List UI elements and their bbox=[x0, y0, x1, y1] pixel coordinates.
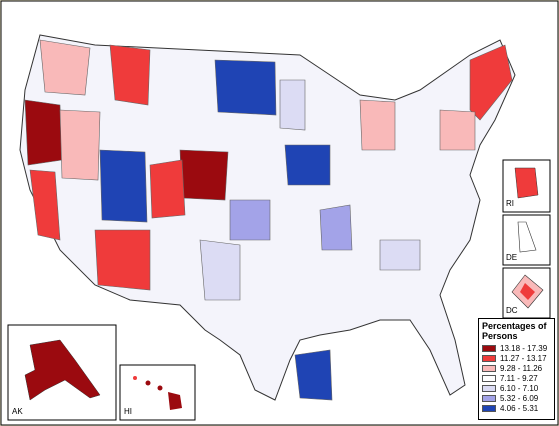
legend-item: 9.28 - 11.26 bbox=[482, 363, 551, 373]
inset-ri: RI bbox=[502, 159, 551, 213]
legend-swatch bbox=[482, 374, 496, 382]
hi-island bbox=[145, 380, 151, 386]
region bbox=[94, 229, 151, 291]
region bbox=[109, 44, 151, 106]
legend-swatch bbox=[482, 344, 496, 352]
region bbox=[149, 159, 186, 219]
regions bbox=[24, 39, 513, 401]
region bbox=[99, 149, 148, 223]
inset-label: RI bbox=[506, 199, 514, 208]
legend-item: 4.06 - 5.31 bbox=[482, 403, 551, 413]
hi-island bbox=[133, 376, 137, 380]
region bbox=[284, 144, 331, 186]
legend-swatch bbox=[482, 354, 496, 362]
region bbox=[359, 99, 396, 151]
region bbox=[439, 109, 476, 151]
inset-label: HI bbox=[124, 407, 132, 416]
region bbox=[294, 349, 333, 401]
legend-label: 9.28 - 11.26 bbox=[500, 363, 543, 373]
region bbox=[24, 99, 63, 166]
inset-ak: AK bbox=[7, 324, 117, 421]
region bbox=[179, 149, 229, 201]
legend-item: 5.32 - 6.09 bbox=[482, 393, 551, 403]
ri-shape bbox=[514, 167, 539, 199]
legend-label: 4.06 - 5.31 bbox=[500, 403, 539, 413]
legend-swatch bbox=[482, 394, 496, 402]
legend-item: 6.10 - 7.10 bbox=[482, 383, 551, 393]
legend-label: 11.27 - 13.17 bbox=[500, 353, 547, 363]
inset-label: DC bbox=[506, 306, 518, 315]
region bbox=[59, 109, 101, 181]
inset-de: DE bbox=[502, 214, 551, 266]
legend: Percentages of Persons 13.18 - 17.39 11.2… bbox=[478, 318, 555, 420]
legend-label: 7.11 - 9.27 bbox=[500, 373, 538, 383]
inset-label: AK bbox=[12, 407, 23, 416]
region bbox=[319, 204, 353, 251]
inset-label: DE bbox=[506, 253, 517, 262]
region bbox=[199, 239, 241, 301]
legend-title: Percentages of Persons bbox=[482, 321, 547, 341]
inset-hi: HI bbox=[119, 364, 196, 421]
inset-box bbox=[119, 364, 196, 421]
dc-shape bbox=[520, 283, 535, 300]
legend-label: 6.10 - 7.10 bbox=[500, 383, 539, 393]
legend-swatch bbox=[482, 404, 496, 412]
legend-item: 13.18 - 17.39 bbox=[482, 343, 551, 353]
region bbox=[214, 59, 277, 116]
legend-item: 7.11 - 9.27 bbox=[482, 373, 551, 383]
legend-item: 11.27 - 13.17 bbox=[482, 353, 551, 363]
region bbox=[229, 199, 271, 241]
inset-dc: DC bbox=[502, 267, 551, 319]
legend-swatch bbox=[482, 384, 496, 392]
region bbox=[469, 44, 513, 121]
region bbox=[29, 169, 61, 241]
region bbox=[39, 39, 91, 96]
legend-label: 13.18 - 17.39 bbox=[500, 343, 548, 353]
hi-island bbox=[157, 385, 163, 391]
ak-shape bbox=[24, 339, 101, 401]
legend-swatch bbox=[482, 364, 496, 372]
region bbox=[279, 79, 306, 131]
de-shape bbox=[517, 221, 537, 253]
region bbox=[379, 239, 421, 271]
hi-island bbox=[168, 392, 182, 410]
legend-label: 5.32 - 6.09 bbox=[500, 393, 539, 403]
